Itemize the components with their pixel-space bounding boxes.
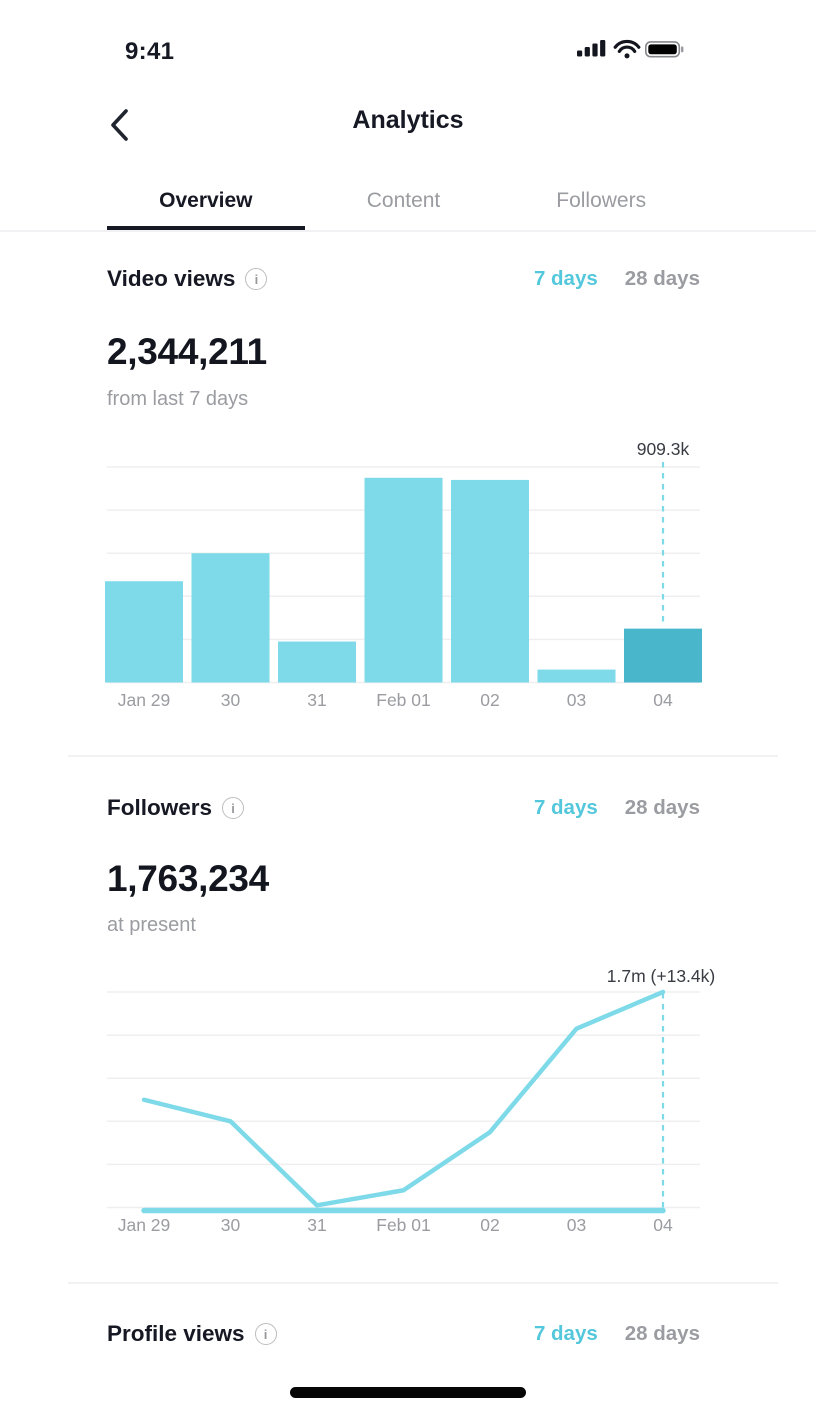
cellular-signal-icon bbox=[577, 40, 606, 57]
section-divider bbox=[68, 1282, 778, 1284]
tab-content[interactable]: Content bbox=[366, 189, 441, 212]
x-axis-label: 03 bbox=[567, 690, 586, 710]
home-indicator-bar[interactable] bbox=[290, 1387, 526, 1398]
tab-followers[interactable]: Followers bbox=[556, 189, 647, 212]
info-icon[interactable]: i bbox=[245, 268, 268, 290]
range-7days-button[interactable]: 7 days bbox=[533, 267, 598, 290]
followers-value: 1,763,234 bbox=[107, 858, 269, 899]
bar-jan-29[interactable] bbox=[105, 581, 183, 683]
tab-overview[interactable]: Overview bbox=[159, 189, 253, 212]
x-axis-label: 30 bbox=[221, 1215, 241, 1235]
info-icon[interactable]: i bbox=[254, 1323, 277, 1345]
followers-header-row: Followers i 7 days 28 days bbox=[107, 792, 700, 824]
range-28days-button[interactable]: 28 days bbox=[624, 1322, 700, 1345]
bar-feb-01[interactable] bbox=[364, 477, 443, 683]
range-7days-button[interactable]: 7 days bbox=[533, 796, 598, 819]
profile-views-title: Profile views bbox=[107, 1321, 245, 1346]
range-7days-button[interactable]: 7 days bbox=[533, 1322, 598, 1345]
wifi-icon bbox=[613, 39, 641, 59]
bar-30[interactable] bbox=[191, 553, 270, 683]
tab-bar-divider bbox=[0, 230, 816, 232]
profile-views-header-row: Profile views i 7 days 28 days bbox=[107, 1318, 700, 1350]
status-time: 9:41 bbox=[125, 38, 175, 65]
video-views-value: 2,344,211 bbox=[107, 331, 267, 372]
status-icons bbox=[577, 39, 684, 59]
x-axis-label: Jan 29 bbox=[118, 1215, 171, 1235]
followers-trend-line bbox=[141, 989, 666, 1208]
bar-04[interactable] bbox=[624, 628, 702, 683]
x-axis-label: 03 bbox=[567, 1215, 586, 1235]
back-button[interactable] bbox=[98, 101, 142, 149]
data-point-label: 909.3k bbox=[637, 439, 690, 459]
x-axis-label: Feb 01 bbox=[376, 690, 430, 710]
x-axis-label: 04 bbox=[653, 690, 673, 710]
range-28days-button[interactable]: 28 days bbox=[624, 267, 700, 290]
data-point-label: 1.7m (+13.4k) bbox=[607, 966, 715, 986]
bar-31[interactable] bbox=[278, 641, 356, 683]
range-28days-button[interactable]: 28 days bbox=[624, 796, 700, 819]
x-axis-label: 02 bbox=[480, 1215, 499, 1235]
video-views-range-toggle: 7 days 28 days bbox=[534, 267, 700, 291]
video-views-subtitle: from last 7 days bbox=[107, 388, 249, 410]
profile-views-range-toggle: 7 days 28 days bbox=[534, 1322, 700, 1346]
x-axis-label: 30 bbox=[221, 690, 241, 710]
followers-line-chart[interactable]: 1.7m (+13.4k) Jan 29 30 31 Feb 01 02 03 04 bbox=[105, 965, 715, 1245]
bar-03[interactable] bbox=[537, 669, 616, 683]
followers-subtitle: at present bbox=[107, 914, 196, 936]
section-divider bbox=[68, 755, 778, 757]
bar-02[interactable] bbox=[451, 479, 529, 683]
video-views-header-row: Video views i 7 days 28 days bbox=[107, 263, 700, 295]
battery-icon bbox=[645, 41, 684, 58]
followers-range-toggle: 7 days 28 days bbox=[534, 796, 700, 820]
x-axis-label: Jan 29 bbox=[118, 690, 171, 710]
info-icon[interactable]: i bbox=[222, 797, 245, 819]
page-title: Analytics bbox=[352, 106, 464, 134]
tab-bar: Overview Content Followers bbox=[107, 176, 700, 226]
x-axis-label: Feb 01 bbox=[376, 1215, 430, 1235]
followers-title: Followers bbox=[107, 795, 213, 820]
x-axis-label: 02 bbox=[480, 690, 499, 710]
x-axis-label: 31 bbox=[307, 1215, 326, 1235]
active-tab-underline bbox=[107, 226, 305, 230]
video-views-bar-chart[interactable]: 909.3k Jan 29 30 31 Feb 01 02 03 04 bbox=[105, 439, 702, 720]
chevron-left-icon bbox=[111, 109, 128, 141]
video-views-title: Video views bbox=[107, 266, 236, 291]
x-axis-label: 31 bbox=[307, 690, 326, 710]
x-axis-label: 04 bbox=[653, 1215, 673, 1235]
